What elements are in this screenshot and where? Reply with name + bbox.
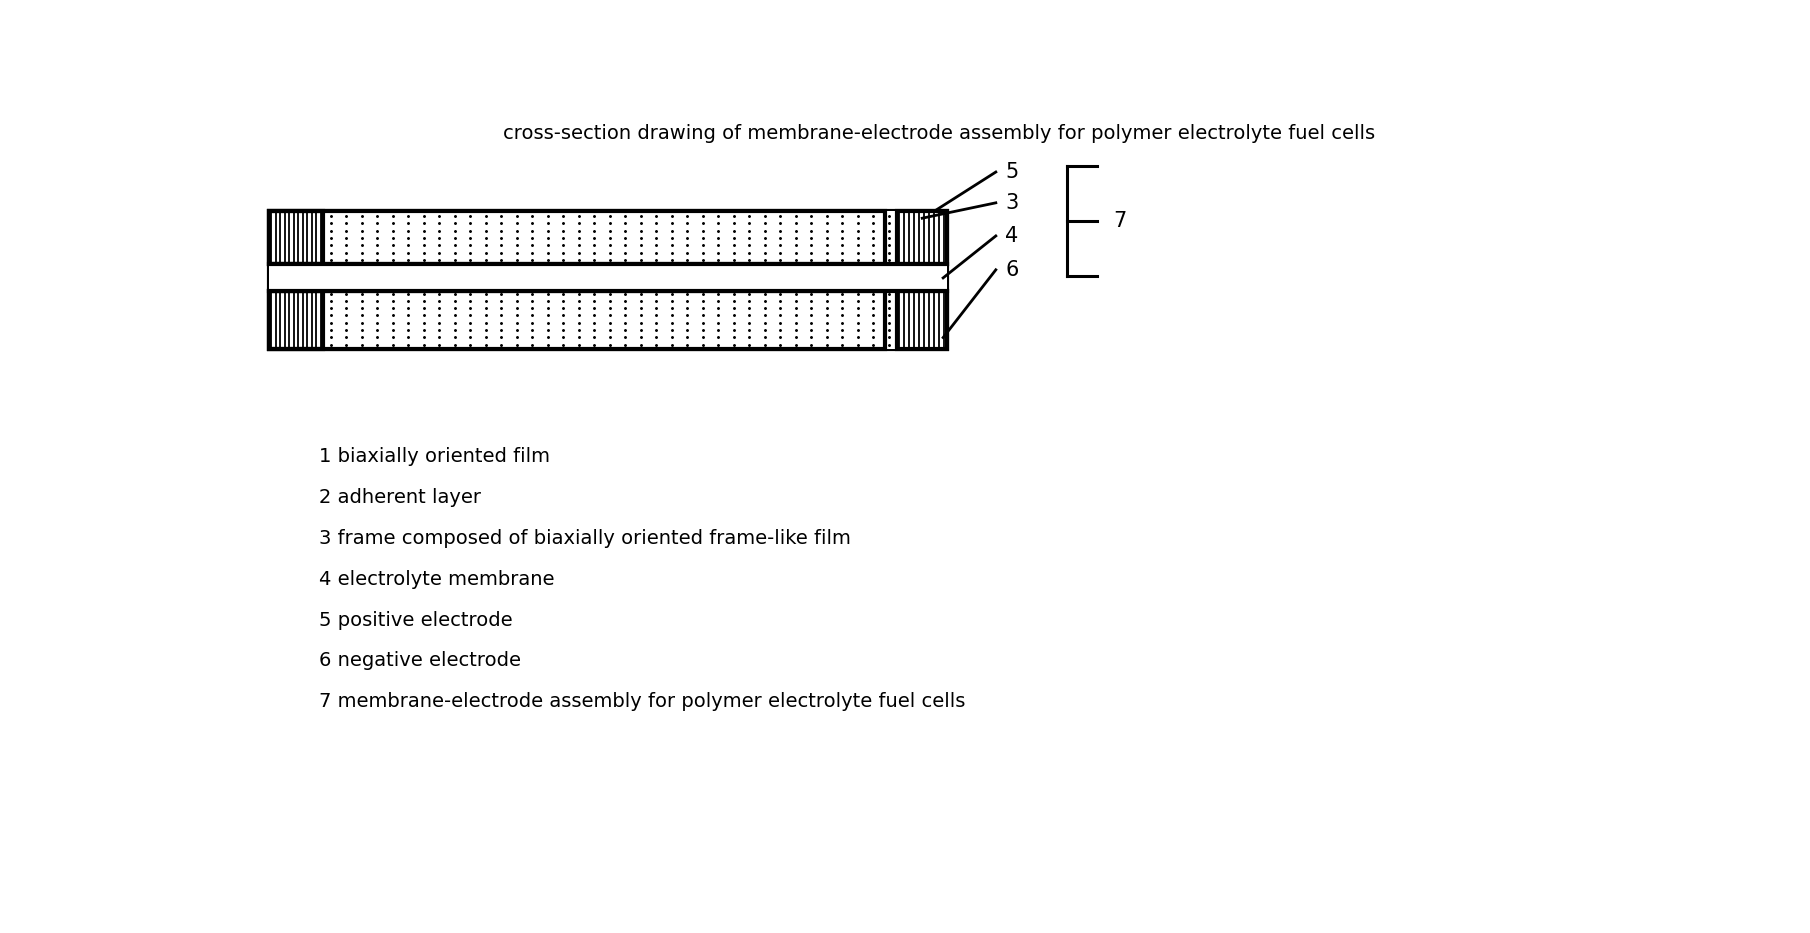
Bar	[270, 211, 324, 264]
Bar	[896, 291, 947, 349]
Text: 7 membrane-electrode assembly for polymer electrolyte fuel cells: 7 membrane-electrode assembly for polyme…	[319, 692, 965, 711]
Text: 7: 7	[1113, 211, 1128, 230]
Bar	[270, 211, 324, 264]
Text: 3 frame composed of biaxially oriented frame-like film: 3 frame composed of biaxially oriented f…	[319, 529, 851, 548]
Text: 6 negative electrode: 6 negative electrode	[319, 651, 521, 671]
Bar	[896, 211, 947, 264]
Bar	[896, 211, 947, 264]
Bar	[896, 291, 947, 349]
Bar	[270, 264, 947, 291]
Text: 6: 6	[1005, 259, 1019, 280]
Text: 4 electrolyte membrane: 4 electrolyte membrane	[319, 570, 554, 589]
Bar	[270, 211, 947, 349]
Text: 2 adherent layer: 2 adherent layer	[319, 488, 481, 508]
Text: 3: 3	[1005, 193, 1019, 213]
Text: 4: 4	[1005, 226, 1019, 246]
Bar	[270, 211, 947, 264]
Bar	[270, 291, 885, 349]
Text: 1 biaxially oriented film: 1 biaxially oriented film	[319, 448, 550, 466]
Bar	[270, 291, 324, 349]
Text: 5: 5	[1005, 162, 1019, 182]
Bar	[270, 211, 885, 264]
Text: cross-section drawing of membrane-electrode assembly for polymer electrolyte fue: cross-section drawing of membrane-electr…	[503, 124, 1376, 143]
Bar	[270, 291, 324, 349]
Bar	[270, 291, 947, 349]
Text: 5 positive electrode: 5 positive electrode	[319, 611, 512, 630]
